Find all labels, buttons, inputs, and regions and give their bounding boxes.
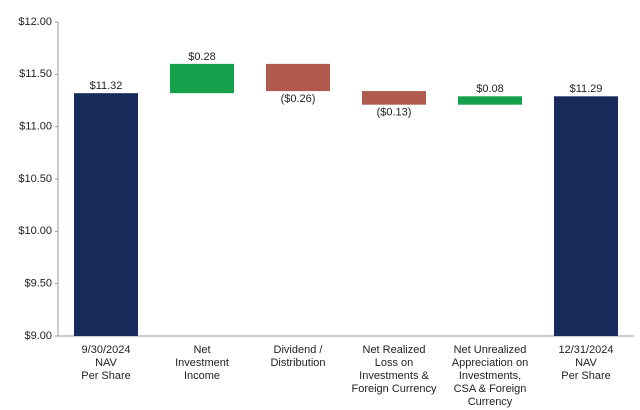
- y-tick-label: $9.50: [24, 278, 52, 290]
- x-tick-label: Per Share: [81, 370, 131, 382]
- x-tick-label: Income: [184, 370, 220, 382]
- x-tick-label: Per Share: [561, 370, 611, 382]
- x-tick-label: Distribution: [270, 357, 325, 369]
- bar: [554, 96, 618, 337]
- x-tick-label: CSA & Foreign: [454, 383, 527, 395]
- bar: [266, 63, 330, 92]
- value-label: $11.32: [90, 80, 123, 92]
- y-tick-label: $9.00: [24, 330, 52, 342]
- x-tick-label: Investments &: [359, 370, 429, 382]
- x-tick-label: Net Unrealized: [454, 344, 527, 356]
- x-tick-label: 9/30/2024: [82, 344, 131, 356]
- y-tick-label: $12.00: [18, 16, 52, 28]
- y-tick-label: $10.50: [18, 173, 52, 185]
- x-tick-label: Dividend /: [274, 344, 324, 356]
- bar: [170, 63, 234, 94]
- value-label: $0.08: [476, 83, 504, 95]
- x-tick-label: Appreciation on: [452, 357, 528, 369]
- bar: [74, 93, 138, 336]
- value-label: $11.29: [570, 83, 603, 95]
- x-tick-label: Foreign Currency: [352, 383, 437, 395]
- y-tick-label: $10.00: [18, 225, 52, 237]
- value-label: ($0.13): [377, 107, 412, 119]
- x-tick-label: NAV: [575, 357, 597, 369]
- x-tick-label: Net: [193, 344, 210, 356]
- x-tick-label: Loss on: [375, 357, 414, 369]
- x-tick-label: Investment: [175, 357, 229, 369]
- bar: [458, 96, 522, 105]
- x-tick-label: 12/31/2024: [558, 344, 613, 356]
- y-tick-label: $11.00: [19, 121, 52, 133]
- x-tick-label: NAV: [95, 357, 117, 369]
- value-label: $0.28: [188, 51, 216, 63]
- y-tick-label: $11.50: [19, 68, 52, 80]
- x-tick-label: Net Realized: [363, 344, 426, 356]
- x-tick-label: Currency: [468, 396, 513, 408]
- value-label: ($0.26): [281, 93, 316, 105]
- bar: [362, 91, 426, 105]
- x-tick-label: Investments,: [459, 370, 521, 382]
